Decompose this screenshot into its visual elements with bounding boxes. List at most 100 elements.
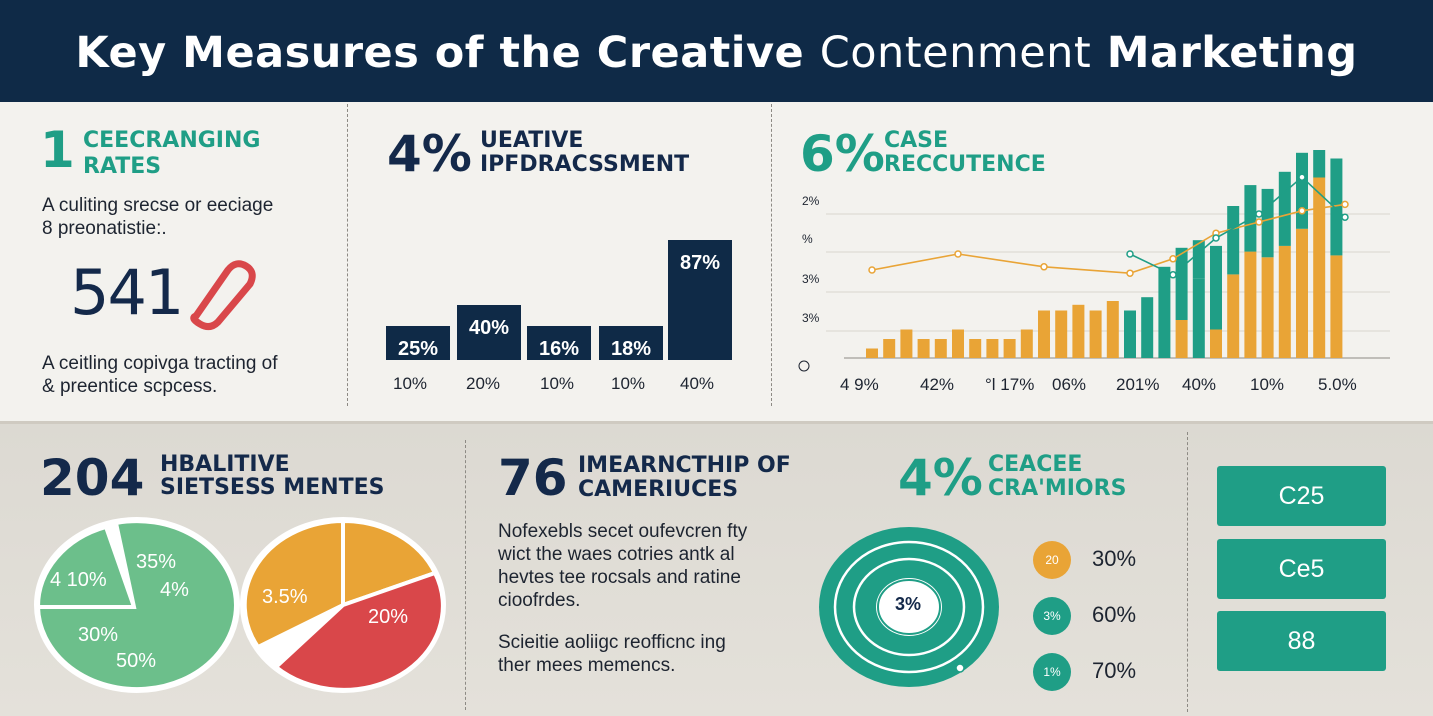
trend-point [1255, 218, 1263, 226]
pie-label: 4 10% [50, 569, 107, 591]
stat-box-2: Ce5 [1217, 539, 1386, 599]
y-tick-label: 3% [802, 311, 820, 325]
combo-bar-2-27 [1313, 177, 1326, 358]
page-title: Key Measures of the Creative Contenment … [75, 28, 1358, 78]
tag-icon [190, 260, 256, 331]
combo-bar-2-26 [1296, 228, 1308, 358]
trend-line-1 [871, 203, 1346, 275]
combo-bar-2-22 [1227, 274, 1240, 358]
panel1-title-line1: CEECRANGING [83, 128, 261, 153]
trend-point [1126, 269, 1134, 277]
pie-slice-1 [242, 518, 345, 650]
combo-bar-1-7 [969, 339, 982, 358]
panel1-foot-line1: A ceitling copivga tracting of [42, 353, 278, 374]
combo-bar-1-4 [917, 339, 930, 358]
trend-point [1212, 234, 1220, 242]
combo-bar-1-15 [1106, 301, 1119, 358]
trend-point [1040, 263, 1048, 271]
panel2-percent: 4% [387, 125, 472, 183]
combo-x-tick-label: 201% [1116, 375, 1159, 394]
combo-x-tick-label: 42% [920, 375, 954, 394]
bar-5: 87% [668, 240, 732, 360]
divider-3 [465, 440, 466, 710]
panel1-desc-line2: 8 preonatistie:. [42, 218, 167, 239]
bottom-section [0, 422, 1433, 716]
ring-center-label: 3% [894, 594, 921, 614]
pie-label: 20% [368, 606, 408, 628]
trend-point [1126, 250, 1134, 258]
axis-origin-marker [798, 360, 810, 372]
combo-x-tick-label: 06% [1052, 375, 1086, 394]
panel1-number: 1 [40, 121, 75, 179]
bar-3: 16% [527, 326, 591, 360]
divider-1 [347, 104, 348, 406]
combo-bar-1-5 [934, 339, 947, 358]
panel5-title-line2: CAMERIUCES [578, 477, 739, 502]
combo-bar-3-18 [1158, 266, 1171, 358]
combo-bar-1-8 [986, 339, 999, 358]
bar-2: 40% [457, 304, 521, 360]
pie-chart-green: 4 10% 35% 4% 30% 50% [34, 517, 240, 693]
combo-x-tick-label: 4 9% [840, 375, 879, 394]
combo-bar-1-2 [883, 339, 896, 358]
trend-point [1169, 271, 1177, 279]
combo-bar-2-25 [1278, 245, 1291, 358]
pie-label: 4% [160, 579, 189, 601]
panel4-title-line1: HBALITIVE [160, 452, 290, 477]
panel1-desc-line1: A culiting srecse or eeciage [42, 195, 274, 216]
panel5-desc-line4: cioofrdes. [498, 590, 581, 611]
combo-bar-3-24 [1261, 188, 1274, 258]
panel1-foot-line2: & preentice scpcess. [42, 376, 218, 397]
combo-x-tick-label: 5.0% [1318, 375, 1357, 394]
concentric-rings-icon [819, 527, 999, 687]
section-divider [0, 421, 1433, 424]
panel6-title-line2: CRA'MIORS [988, 476, 1127, 501]
panel1-title-line2: RATES [83, 154, 162, 179]
y-tick-label: % [802, 232, 813, 246]
pie-label: 35% [136, 551, 176, 573]
x-tick-label: 40% [679, 374, 715, 393]
combo-bar-3-16 [1124, 310, 1136, 358]
combo-bar-1-19 [1175, 320, 1188, 358]
combo-bar-3-17 [1141, 297, 1154, 358]
combo-bar-2-24 [1261, 257, 1274, 358]
panel4-title-line2: SIETSESS MENTES [160, 475, 385, 500]
combo-bar-1-10 [1020, 329, 1033, 358]
trend-point [1169, 255, 1177, 263]
combo-bar-1-6 [952, 329, 964, 358]
panel4-number: 204 [40, 449, 145, 507]
combo-bar-3-28 [1330, 158, 1343, 256]
legend-value-1: 30% [1092, 546, 1137, 571]
combo-bar-1-11 [1038, 310, 1050, 358]
panel2-title-line2: IPFDRACSSMENT [480, 152, 690, 177]
panel3-title-line1: CASE [884, 128, 949, 153]
x-tick-label: 20% [465, 374, 501, 393]
header-banner: Key Measures of the Creative Contenment … [0, 0, 1433, 102]
bar-1: 25% [386, 325, 450, 360]
combo-x-tick-label: °l 17% [985, 375, 1034, 394]
trend-point [868, 266, 876, 274]
divider-4 [1187, 432, 1188, 712]
trend-line-2 [1129, 176, 1346, 276]
x-tick-label: 10% [539, 374, 575, 393]
legend-badge-1: 20 [1033, 541, 1071, 579]
trend-point [954, 250, 962, 258]
panel5-desc-line6: ther mees memencs. [498, 655, 676, 676]
combo-bar-3-27 [1313, 150, 1326, 178]
panel3-percent: 6% [800, 125, 885, 183]
pie-slice-2 [341, 518, 438, 608]
divider-2 [771, 104, 772, 406]
combo-bar-1-1 [866, 348, 878, 358]
panel5-number: 76 [498, 449, 568, 507]
bar-4: 18% [599, 326, 663, 360]
combo-bar-1-9 [1003, 339, 1016, 358]
panel6-percent: 4% [898, 449, 983, 507]
pie-slice-1 [35, 524, 137, 609]
trend-point [1341, 200, 1349, 209]
panel5-desc-line2: wict the waes cotries antk al [498, 544, 735, 565]
combo-x-tick-label: 10% [1250, 375, 1284, 394]
combo-bar-3-26 [1296, 152, 1308, 229]
combo-bar-1-14 [1089, 310, 1102, 358]
combo-bar-3-22 [1227, 206, 1240, 275]
pie-label: 30% [78, 624, 118, 646]
